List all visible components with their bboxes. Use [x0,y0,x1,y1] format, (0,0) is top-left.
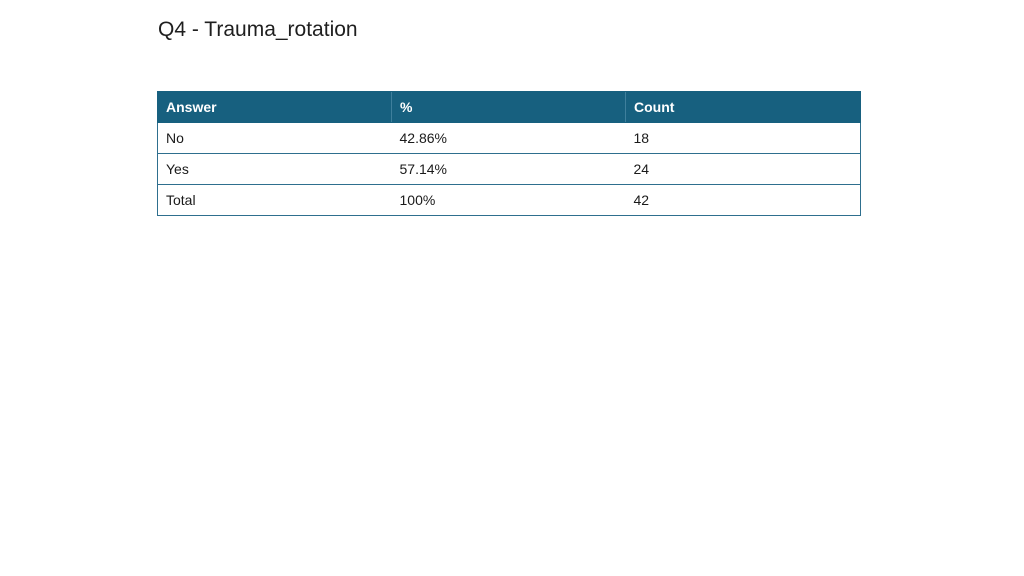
results-table: Answer % Count No 42.86% 18 Yes 57.14% 2… [157,91,861,216]
cell-count: 42 [625,184,861,216]
cell-percent: 100% [391,184,626,216]
cell-percent: 42.86% [391,122,626,154]
cell-percent: 57.14% [391,153,626,185]
table-row-total: Total 100% 42 [157,184,861,216]
column-header-answer: Answer [157,91,392,123]
cell-answer: Total [157,184,392,216]
column-header-percent: % [391,91,626,123]
table-row: No 42.86% 18 [157,122,861,154]
table-row: Yes 57.14% 24 [157,153,861,185]
cell-count: 24 [625,153,861,185]
cell-count: 18 [625,122,861,154]
cell-answer: No [157,122,392,154]
table-header-row: Answer % Count [157,91,861,123]
page-title: Q4 - Trauma_rotation [158,18,358,41]
cell-answer: Yes [157,153,392,185]
column-header-count: Count [625,91,861,123]
